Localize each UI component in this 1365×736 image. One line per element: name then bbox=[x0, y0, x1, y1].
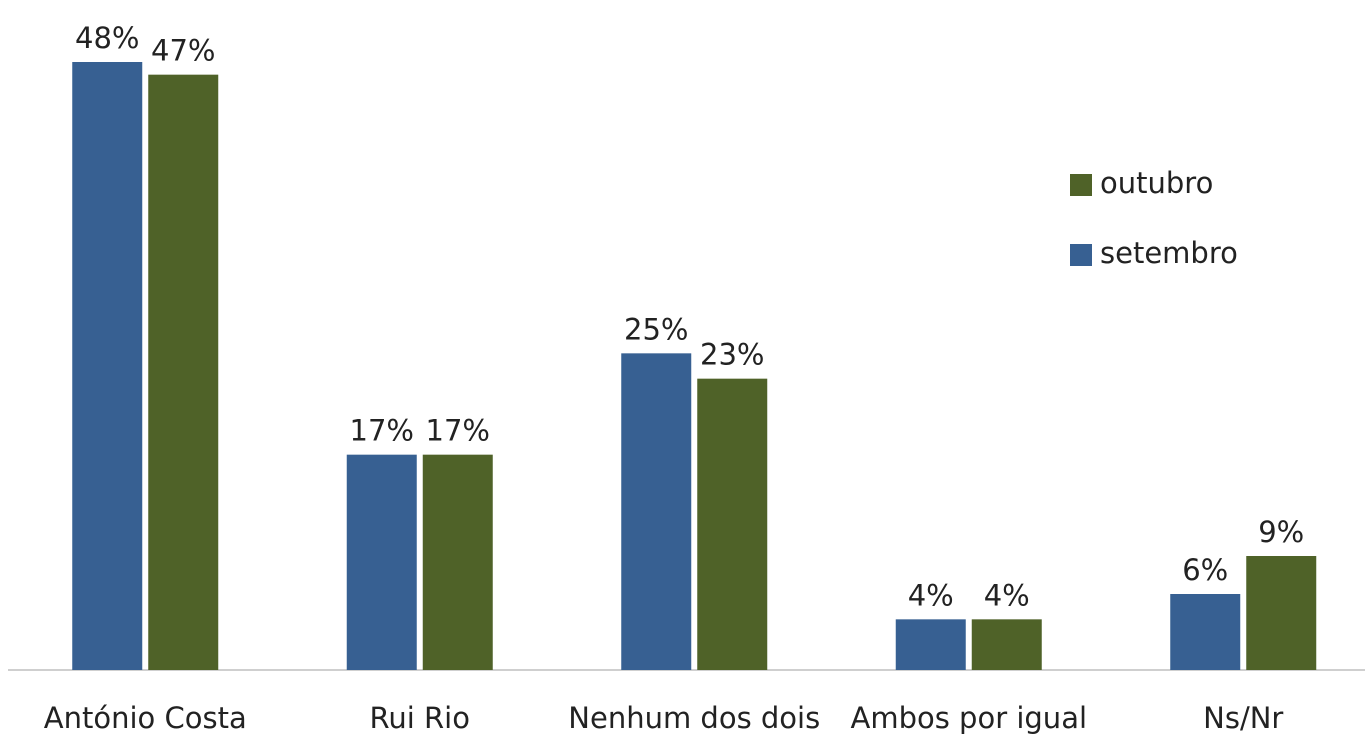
bar bbox=[971, 619, 1042, 670]
bar bbox=[346, 454, 417, 670]
bar bbox=[621, 353, 692, 670]
legend-swatch bbox=[1070, 244, 1092, 266]
bar bbox=[422, 454, 493, 670]
x-tick-label: Nenhum dos dois bbox=[568, 701, 820, 735]
bar bbox=[148, 74, 219, 670]
data-label: 6% bbox=[1182, 553, 1228, 587]
legend-label: setembro bbox=[1100, 236, 1238, 270]
bar bbox=[895, 619, 966, 670]
data-label: 23% bbox=[700, 338, 764, 372]
data-label: 9% bbox=[1258, 515, 1304, 549]
legend-label: outubro bbox=[1100, 166, 1213, 200]
data-label: 47% bbox=[151, 34, 215, 68]
bar bbox=[697, 378, 768, 670]
x-tick-label: Ns/Nr bbox=[1203, 701, 1283, 735]
legend-swatch bbox=[1070, 174, 1092, 196]
x-tick-label: Rui Rio bbox=[370, 701, 470, 735]
bar bbox=[1246, 556, 1317, 670]
data-label: 4% bbox=[908, 578, 954, 612]
data-label: 4% bbox=[984, 578, 1030, 612]
data-label: 17% bbox=[350, 414, 414, 448]
data-label: 25% bbox=[624, 312, 688, 346]
bar bbox=[72, 62, 143, 670]
x-tick-label: Ambos por igual bbox=[850, 701, 1087, 735]
bar bbox=[1170, 594, 1241, 670]
data-label: 48% bbox=[75, 21, 139, 55]
data-label: 17% bbox=[426, 414, 490, 448]
x-tick-label: António Costa bbox=[44, 701, 247, 735]
